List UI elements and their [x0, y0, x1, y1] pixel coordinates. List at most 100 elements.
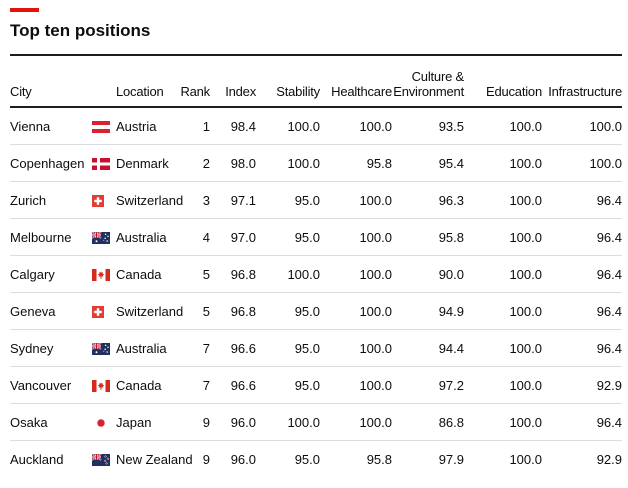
rank-cell: 9	[178, 440, 210, 477]
city-cell: Copenhagen	[10, 144, 92, 182]
culture-environment-cell: 95.8	[392, 218, 464, 256]
stability-cell: 100.0	[256, 255, 320, 293]
index-cell: 96.6	[210, 366, 256, 404]
education-cell: 100.0	[464, 218, 542, 256]
culture-environment-cell: 93.5	[438, 118, 464, 134]
table-body: Vienna Austria 1 98.4 100.0 100.0 93.5 1…	[10, 107, 622, 477]
healthcare-cell: 100.0	[320, 255, 392, 293]
index-cell: 98.4	[230, 118, 256, 134]
flag-cell	[92, 292, 116, 330]
healthcare-cell: 95.8	[320, 144, 392, 182]
index-cell: 96.0	[210, 403, 256, 441]
flag-cell	[92, 440, 116, 477]
table-row: Calgary Canada 5 96.8 100.0 100.0 90.0 1…	[10, 255, 622, 293]
stability-cell: 95.0	[256, 181, 320, 219]
table-row: Melbourne Australia 4 97.0 95.0 100.0 95…	[10, 218, 622, 256]
stability-cell: 100.0	[287, 118, 320, 134]
healthcare-cell: 100.0	[320, 292, 392, 330]
education-cell: 100.0	[464, 292, 542, 330]
culture-environment-cell: 94.4	[392, 329, 464, 367]
index-cell: 96.0	[210, 440, 256, 477]
table-row: Vancouver Canada 7 96.6 95.0 100.0 97.2 …	[10, 366, 622, 404]
flag-cell	[92, 255, 116, 293]
flag-cell	[92, 218, 116, 256]
stability-cell: 100.0	[256, 144, 320, 182]
city-cell: Zurich	[10, 181, 92, 219]
culture-environment-cell: 96.3	[392, 181, 464, 219]
flag-cell	[92, 329, 116, 367]
rank-cell: 5	[178, 255, 210, 293]
canada-flag-icon	[92, 380, 110, 393]
culture-header-line-2: Environment	[393, 84, 464, 99]
education-cell: 100.0	[464, 181, 542, 219]
rank-cell: 5	[178, 292, 210, 330]
rank-cell: 9	[178, 403, 210, 441]
education-cell: 100.0	[464, 255, 542, 293]
rank-cell: 3	[178, 181, 210, 219]
top-ten-table: City Location Rank Index Stability Healt…	[10, 54, 622, 477]
location-cell: New Zealand	[116, 440, 193, 477]
healthcare-cell: 100.0	[320, 403, 392, 441]
city-cell: Osaka	[10, 403, 92, 441]
table-row: Auckland New Zealand 9 96.0 95.0 95.8 97…	[10, 440, 622, 477]
flag-cell	[92, 403, 116, 441]
rank-cell: 1	[202, 118, 210, 134]
location-cell: Switzerland	[116, 292, 183, 330]
healthcare-cell: 100.0	[320, 329, 392, 367]
table-header-row: City Location Rank Index Stability Healt…	[10, 55, 622, 108]
stability-cell: 95.0	[256, 440, 320, 477]
location-cell: Australia	[116, 329, 178, 367]
city-cell: Calgary	[10, 255, 92, 293]
table-row: Vienna Austria 1 98.4 100.0 100.0 93.5 1…	[10, 107, 622, 145]
rank-cell: 7	[178, 366, 210, 404]
switzerland-flag-icon	[92, 306, 104, 319]
education-cell: 100.0	[464, 366, 542, 404]
culture-environment-cell: 94.9	[392, 292, 464, 330]
table-row: Osaka Japan 9 96.0 100.0 100.0 86.8 100.…	[10, 403, 622, 441]
index-cell: 96.8	[210, 292, 256, 330]
city-cell: Vienna	[10, 118, 51, 134]
location-cell: Australia	[116, 218, 178, 256]
infrastructure-cell: 96.4	[542, 255, 622, 293]
page-title: Top ten positions	[10, 21, 151, 40]
healthcare-cell: 100.0	[320, 181, 392, 219]
index-cell: 97.1	[210, 181, 256, 219]
table-row: Zurich Switzerland 3 97.1 95.0 100.0 96.…	[10, 181, 622, 219]
austria-flag-icon	[92, 121, 110, 134]
infrastructure-cell: 100.0	[589, 118, 622, 134]
infrastructure-cell: 96.4	[542, 292, 622, 330]
city-cell: Vancouver	[10, 366, 92, 404]
city-cell: Sydney	[10, 329, 92, 367]
stability-cell: 95.0	[256, 329, 320, 367]
column-header-culture-environment: Culture & Environment	[392, 55, 464, 108]
location-cell: Switzerland	[116, 181, 183, 219]
column-header-location: Location	[116, 55, 178, 108]
education-cell: 100.0	[509, 118, 542, 134]
culture-environment-cell: 97.2	[392, 366, 464, 404]
city-cell: Geneva	[10, 292, 92, 330]
column-header-healthcare: Healthcare	[320, 55, 392, 108]
flag-cell	[92, 144, 116, 182]
table-row: Geneva Switzerland 5 96.8 95.0 100.0 94.…	[10, 292, 622, 330]
education-cell: 100.0	[464, 144, 542, 182]
japan-flag-icon	[92, 417, 110, 430]
healthcare-cell: 100.0	[359, 118, 392, 134]
liveability-table-graphic: Top ten positions City Location Rank Ind…	[0, 8, 628, 477]
culture-environment-cell: 95.4	[392, 144, 464, 182]
location-cell: Canada	[116, 255, 178, 293]
rank-cell: 2	[178, 144, 210, 182]
culture-environment-cell: 86.8	[392, 403, 464, 441]
switzerland-flag-icon	[92, 195, 104, 208]
stability-cell: 100.0	[256, 403, 320, 441]
city-cell: Melbourne	[10, 218, 92, 256]
column-header-stability: Stability	[256, 55, 320, 108]
healthcare-cell: 100.0	[320, 218, 392, 256]
flag-cell	[92, 366, 116, 404]
location-cell: Japan	[116, 403, 178, 441]
healthcare-cell: 95.8	[320, 440, 392, 477]
australia-flag-icon	[92, 343, 110, 356]
city-cell: Auckland	[10, 440, 92, 477]
stability-cell: 95.0	[256, 218, 320, 256]
australia-flag-icon	[92, 232, 110, 245]
infrastructure-cell: 96.4	[542, 329, 622, 367]
